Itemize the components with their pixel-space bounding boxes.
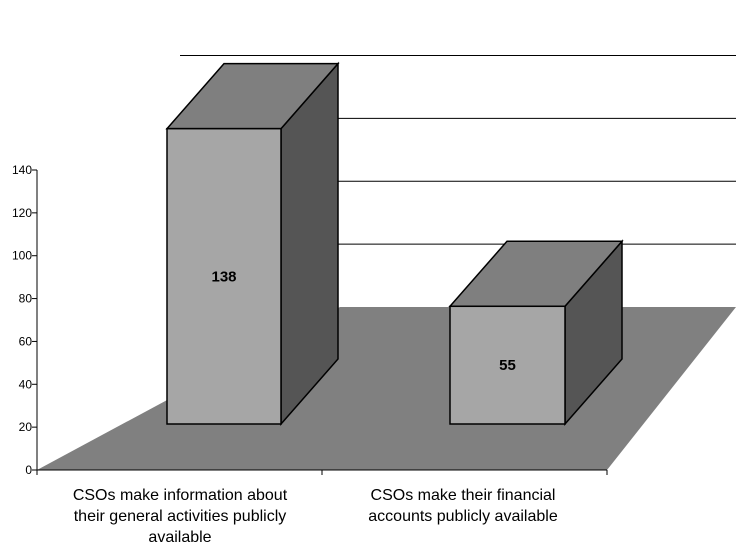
y-tick-label: 140 (12, 163, 32, 177)
y-tick-label: 20 (19, 420, 33, 434)
y-tick-label: 100 (12, 249, 32, 263)
y-tick-label: 0 (25, 463, 32, 477)
data-label: 138 (211, 268, 236, 285)
y-tick-label: 40 (19, 377, 33, 391)
chart-floor (37, 307, 736, 470)
x-category-label: accounts publicly available (368, 508, 558, 525)
bar (449, 305, 566, 425)
y-tick-label: 60 (19, 334, 33, 348)
x-category-label: available (148, 529, 211, 546)
bar (166, 127, 282, 425)
y-tick-label: 120 (12, 206, 32, 220)
x-category-label: CSOs make their financial (371, 487, 556, 504)
data-label: 55 (499, 357, 516, 374)
y-tick-label: 80 (19, 292, 33, 306)
x-category-label: their general activities publicly (74, 508, 287, 525)
x-category-label: CSOs make information about (73, 487, 288, 504)
